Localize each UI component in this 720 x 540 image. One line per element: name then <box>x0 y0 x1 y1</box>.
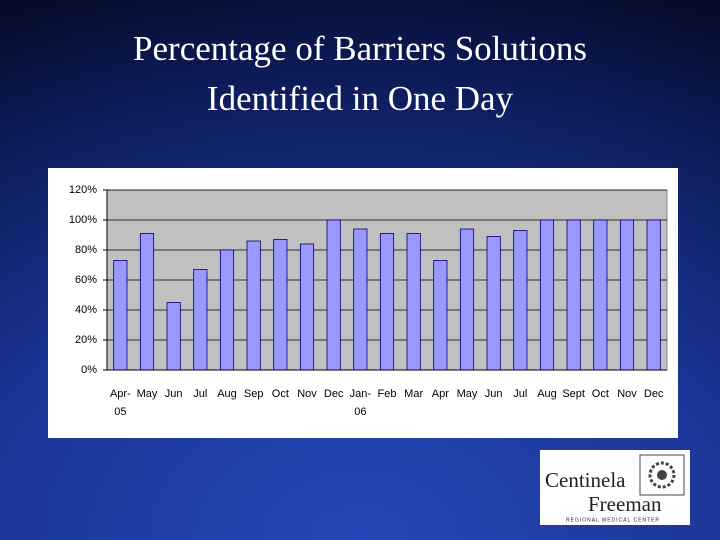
bar <box>486 236 501 371</box>
x-tick-label: Aug <box>537 388 557 400</box>
bar <box>646 219 661 371</box>
x-tick-label: Feb <box>377 388 397 400</box>
y-tick-label: 100% <box>69 214 97 226</box>
logo-subtext: REGIONAL MEDICAL CENTER <box>566 517 660 523</box>
bar <box>433 260 448 371</box>
x-tick-label: Sep <box>243 388 264 400</box>
bar <box>139 233 155 371</box>
bar <box>566 219 581 371</box>
bar <box>513 230 528 371</box>
bar <box>113 260 128 371</box>
bar <box>166 302 181 371</box>
bar <box>273 239 288 371</box>
y-tick-label: 0% <box>81 364 97 376</box>
y-tick-label: 20% <box>75 334 97 346</box>
logo-icon <box>639 454 685 496</box>
x-tick-label: Jun <box>164 388 183 400</box>
x-tick-label: Dec <box>643 388 664 400</box>
bar <box>246 240 261 371</box>
x-tick-label: Aug <box>217 388 237 400</box>
x-tick-label: Oct <box>591 388 609 400</box>
bar <box>619 219 635 371</box>
x-tick-label: Dec <box>323 388 344 400</box>
x-tick-label: Sept <box>562 388 585 400</box>
x-tick-label: Nov <box>617 388 637 400</box>
x-tick-label: Nov <box>297 388 317 400</box>
logo-text: Centinela <box>545 468 626 492</box>
y-tick-label: 60% <box>75 274 97 286</box>
bar <box>459 228 475 371</box>
bar <box>593 219 608 371</box>
x-tick-label: Jul <box>513 388 528 400</box>
x-tick-label: Jan-06 <box>349 388 372 418</box>
bar <box>299 243 315 371</box>
x-tick-label: Jul <box>193 388 208 400</box>
logo-text: Freeman <box>588 492 662 516</box>
x-tick-label: Mar <box>404 388 424 400</box>
bar <box>406 233 421 371</box>
x-tick-label: Apr-05 <box>109 388 131 418</box>
x-tick-label: Jun <box>484 388 503 400</box>
bar <box>193 269 208 371</box>
bar <box>219 249 235 371</box>
bar <box>353 228 368 371</box>
x-tick-label: May <box>456 388 478 400</box>
x-tick-label: Oct <box>271 388 289 400</box>
slide-title: Percentage of Barriers Solutions Identif… <box>133 29 587 118</box>
bar <box>326 219 341 371</box>
y-tick-label: 120% <box>69 184 97 196</box>
x-tick-label: Apr <box>431 388 449 400</box>
bar <box>379 233 395 371</box>
y-tick-label: 80% <box>75 244 97 256</box>
x-tick-label: May <box>136 388 158 400</box>
y-tick-label: 40% <box>75 304 97 316</box>
bar <box>539 219 555 371</box>
